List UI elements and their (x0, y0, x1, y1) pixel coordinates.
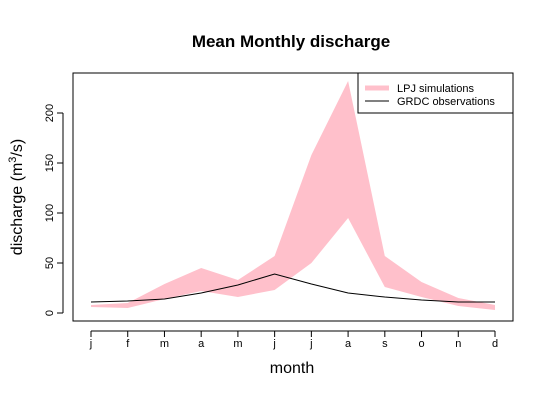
x-tick-label: o (418, 338, 424, 350)
x-tick-label: a (198, 338, 205, 350)
x-tick-label: f (126, 338, 130, 350)
legend-label-grdc-observations: GRDC observations (397, 96, 495, 108)
grdc-observation-line-layer (90, 273, 495, 303)
lpj-simulations-band (91, 81, 495, 310)
legend-box (357, 72, 514, 114)
x-tick-label: j (272, 338, 275, 350)
lpj-simulation-band-layer (91, 81, 495, 310)
x-tick-label: d (492, 338, 498, 350)
x-axis-title: month (270, 360, 314, 377)
y-axis-title: discharge (m3/s) (7, 139, 26, 255)
y-axis-title-suffix: /s) (9, 139, 26, 157)
y-tick-label: 200 (44, 104, 56, 122)
x-tick-label: m (233, 338, 242, 350)
legend-label-lpj-simulations: LPJ simulations (397, 83, 475, 95)
y-tick-label: 0 (44, 310, 56, 316)
y-tick-label: 50 (44, 257, 56, 269)
legend: LPJ simulations GRDC observations (357, 72, 514, 114)
x-tick-label: s (382, 338, 388, 350)
x-tick-label: m (160, 338, 169, 350)
y-axis-title-superscript: 3 (7, 157, 19, 163)
x-tick-label: j (309, 338, 312, 350)
x-tick-label: a (345, 338, 352, 350)
grdc-observations-line (90, 273, 495, 303)
y-axis-title-prefix: discharge (m (9, 163, 26, 255)
chart-title: Mean Monthly discharge (192, 32, 390, 51)
x-tick-label: j (89, 338, 92, 350)
y-tick-label: 100 (44, 204, 56, 222)
y-axis: 0 50 100 150 200 (44, 104, 64, 316)
plot-area-frame (72, 72, 514, 322)
x-tick-label: n (455, 338, 461, 350)
y-tick-label: 150 (44, 154, 56, 172)
